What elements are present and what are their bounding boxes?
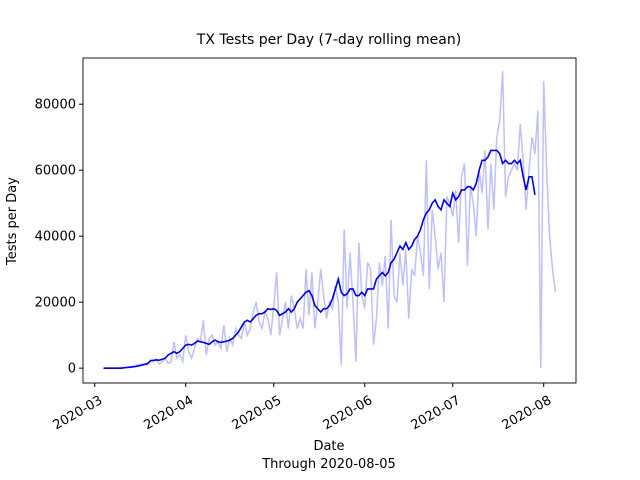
y-tick-label: 40000	[35, 230, 76, 245]
y-axis-label: Tests per Day	[5, 177, 20, 266]
x-tick-label: 2020-08	[500, 393, 555, 433]
y-tick-label: 80000	[35, 98, 76, 113]
x-tick-label: 2020-04	[142, 393, 197, 433]
series-line	[103, 149, 536, 369]
y-tick-label: 0	[68, 362, 76, 377]
y-tick-label: 20000	[35, 296, 76, 311]
subtitle: Through 2020-08-05	[261, 457, 396, 472]
x-tick-label: 2020-05	[230, 393, 285, 433]
x-tick-label: 2020-03	[51, 393, 106, 433]
x-tick-label: 2020-07	[409, 393, 464, 433]
x-axis-label: Date	[313, 439, 344, 454]
plot-frame	[82, 57, 577, 384]
series-line	[103, 71, 557, 369]
y-tick-label: 60000	[35, 164, 76, 179]
x-tick-label: 2020-06	[321, 393, 376, 433]
chart-title: TX Tests per Day (7-day rolling mean)	[196, 32, 461, 48]
